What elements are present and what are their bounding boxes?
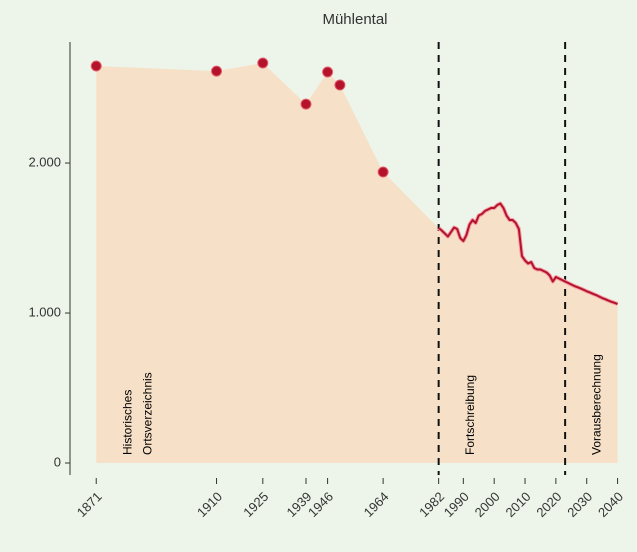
point [257,57,269,69]
x-tick-label: 1910 [194,489,225,520]
y-tick-label: 1.000 [28,304,61,319]
point [211,65,223,77]
period-label: Vorausberechnung [589,354,603,455]
x-tick-label: 1871 [74,489,105,520]
point [334,79,346,91]
line [438,202,618,305]
point [300,98,312,110]
x-tick-label: 2010 [503,489,534,520]
chart-title: Mühlental [322,11,387,28]
x-tick-label: 2030 [564,489,595,520]
x-tick-label: 2000 [472,489,503,520]
area [96,62,618,464]
y-tick-label: 0 [54,454,61,469]
period-label: Historisches [120,390,134,455]
x-tick-label: 1990 [441,489,472,520]
x-tick-label: 2040 [595,489,626,520]
x-tick-label: 2020 [533,489,564,520]
x-tick-label: 1925 [240,489,271,520]
point [90,60,102,72]
x-tick-label: 1946 [305,489,336,520]
point [377,166,389,178]
period-label: Fortschreibung [463,375,477,455]
x-tick-label: 1982 [416,489,447,520]
point [322,66,334,78]
period-label: Ortsverzeichnis [140,372,154,455]
x-tick-label: 1964 [361,489,392,520]
y-tick-label: 2.000 [28,154,61,169]
